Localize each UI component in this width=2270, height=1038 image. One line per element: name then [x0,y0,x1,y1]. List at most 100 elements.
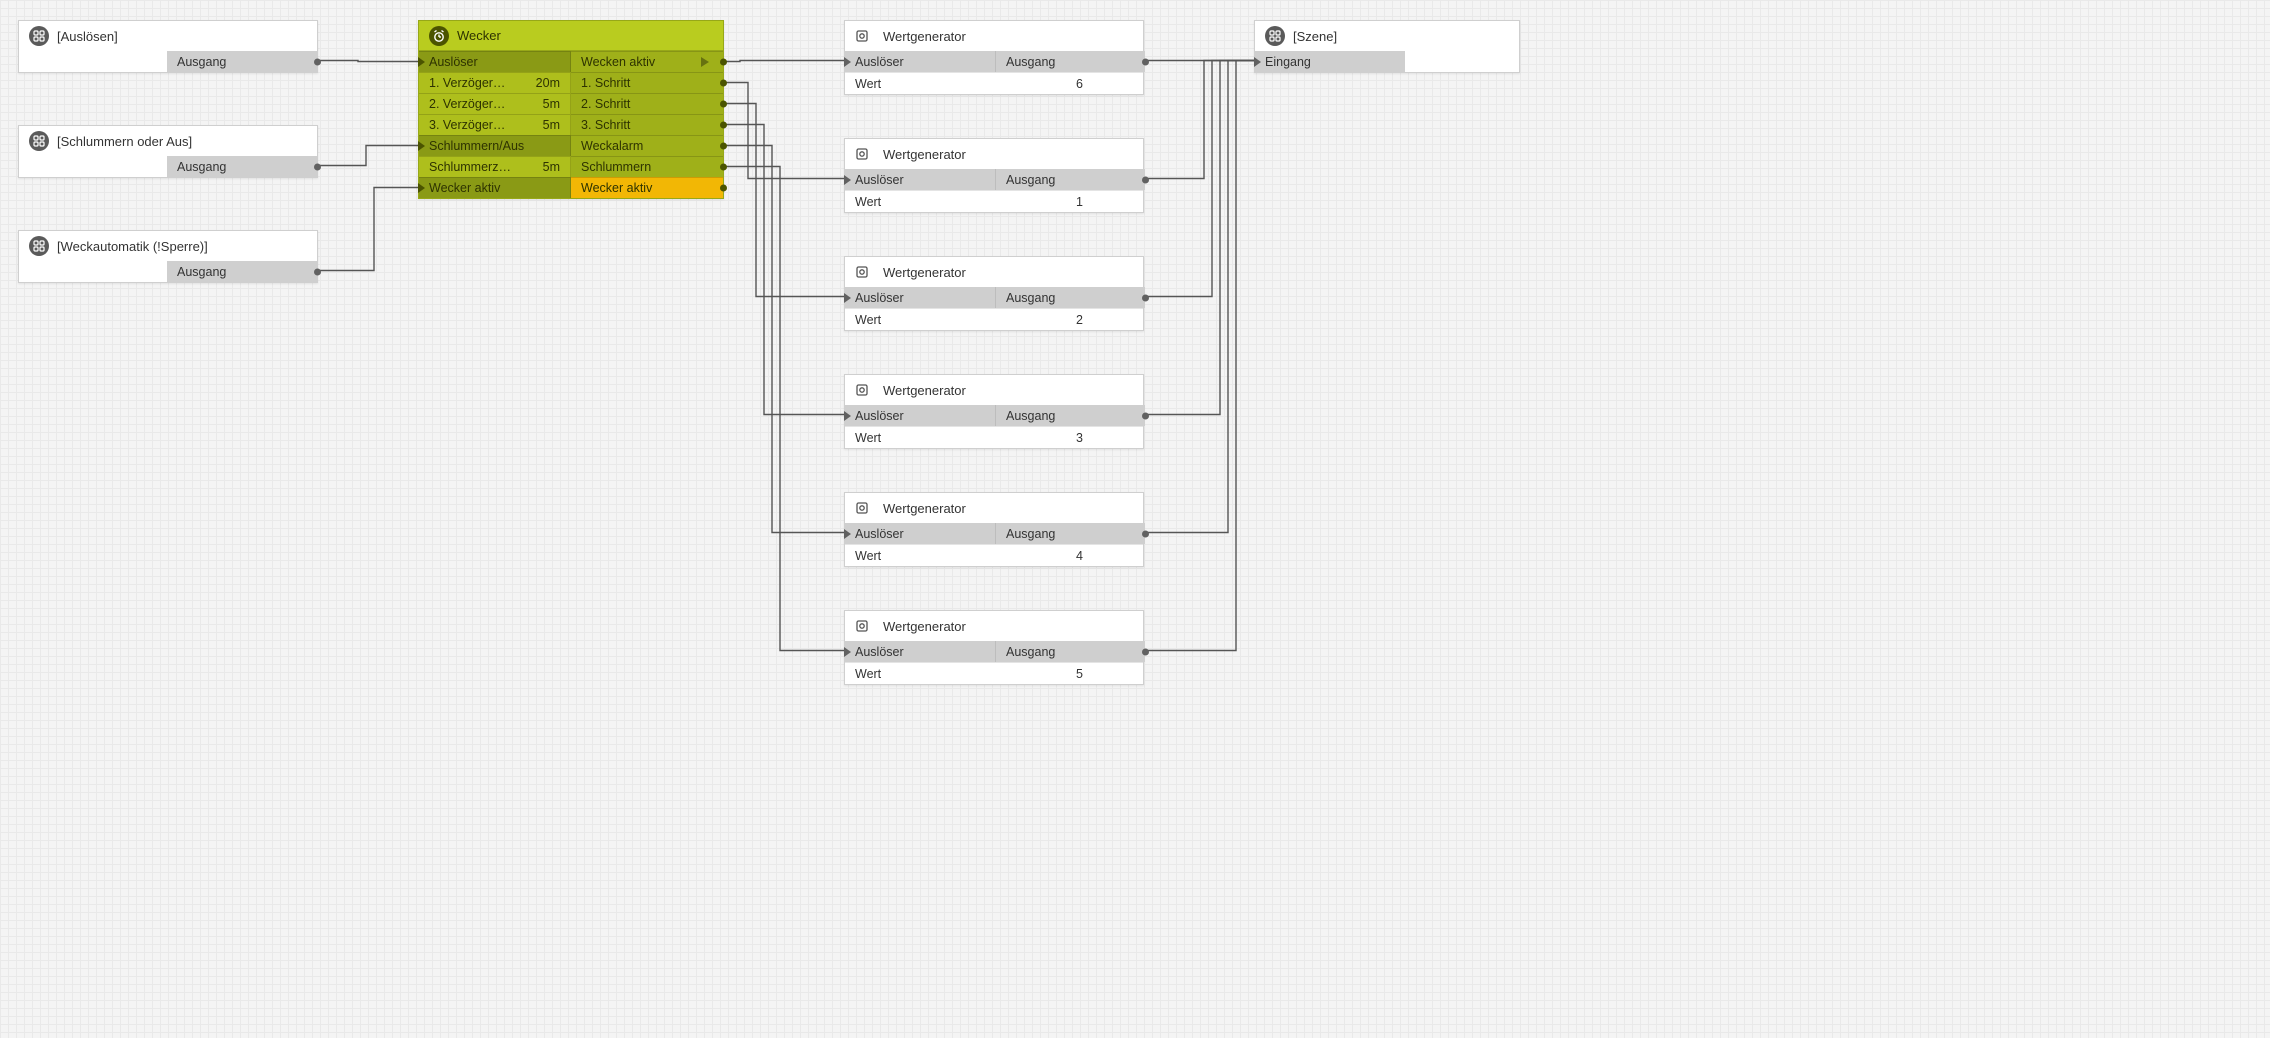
node-header: Wertgenerator [845,139,1143,169]
cell-label: 2. Schritt [581,97,630,111]
port-output[interactable]: Wecken aktiv [571,51,723,72]
port-output[interactable]: Ausgang [995,287,1145,308]
port-input[interactable]: Eingang [1255,51,1405,72]
node-header: [Schlummern oder Aus] [19,126,317,156]
value-row: Wert5 [845,662,1143,684]
port-input[interactable]: Auslöser [845,641,995,662]
port-input[interactable]: Auslöser [845,51,995,72]
value-generator-node[interactable]: WertgeneratorAuslöserAusgangWert5 [844,610,1144,685]
node-header: Wertgenerator [845,21,1143,51]
port-output[interactable]: Schlummern [571,156,723,177]
port-output[interactable]: Ausgang [995,405,1145,426]
wire [1144,61,1254,179]
port-input[interactable]: Auslöser [845,287,995,308]
port-row: AuslöserAusgang [845,405,1143,426]
cell-value: 20m [530,76,560,90]
value-row: Wert6 [845,72,1143,94]
wire [724,167,844,651]
port-dot[interactable] [720,122,727,129]
port-output[interactable]: Ausgang [995,641,1145,662]
wire [724,104,844,297]
value-generator-node[interactable]: WertgeneratorAuslöserAusgang Wert 2 [844,256,1144,331]
cell-label: Wecker aktiv [429,181,500,195]
scene-node[interactable]: [Szene]Eingang [1254,20,1520,73]
port-input[interactable]: Wecker aktiv [419,177,571,198]
port-dot[interactable] [1142,294,1149,301]
port-dot[interactable] [1142,58,1149,65]
node-title: [Weckautomatik (!Sperre)] [57,239,208,254]
wire [724,146,844,533]
wire [1144,61,1254,533]
cell-label: 2. Verzöger… [429,97,505,111]
cell-label: Schlummern [581,160,651,174]
node-title: Wertgenerator [883,147,966,162]
value-label: Wert [855,77,881,91]
grid-icon [29,26,49,46]
port-input[interactable]: Auslöser [845,169,995,190]
cell-label: Wecker aktiv [581,181,652,195]
port-dot[interactable] [1142,412,1149,419]
value-icon [855,147,869,161]
port-row: AuslöserAusgang [845,641,1143,662]
node-header: [Auslösen] [19,21,317,51]
port-dot[interactable] [314,58,321,65]
trigger-node[interactable]: [Schlummern oder Aus]Ausgang [18,125,318,178]
port-input[interactable]: Auslöser [845,523,995,544]
value-row: Wert1 [845,190,1143,212]
port-dot[interactable] [720,59,727,66]
node-header: Wertgenerator [845,375,1143,405]
port-dot[interactable] [314,268,321,275]
value-row: Wert3 [845,426,1143,448]
node-title: Wertgenerator [883,29,966,44]
port-input[interactable]: Schlummern/Aus [419,135,571,156]
port-dot[interactable] [1142,648,1149,655]
port-dot[interactable] [1142,176,1149,183]
value-generator-node[interactable]: Wertgenerator AuslöserAusgangWert1 [844,138,1144,213]
wire [318,188,418,271]
port-dot[interactable] [720,101,727,108]
port-dot[interactable] [720,143,727,150]
param-cell: Schlummerz…5m [419,156,571,177]
port-output[interactable]: Wecker aktiv [571,177,723,198]
port-output[interactable]: Ausgang [167,51,317,72]
value-label: Wert [855,313,881,327]
value-icon [855,619,869,633]
port-input[interactable]: Auslöser [419,51,571,72]
value-row: Wert 4 [845,544,1143,566]
cell-label: Wecken aktiv [581,55,655,69]
value-label: Wert [855,667,881,681]
port-output[interactable]: Ausgang [167,156,317,177]
grid-icon [1265,26,1285,46]
node-header: [Szene] [1255,21,1519,51]
value-generator-node[interactable]: Wertgenerator AuslöserAusgangWert6 [844,20,1144,95]
value-generator-node[interactable]: WertgeneratorAuslöserAusgangWert3 [844,374,1144,449]
port-output[interactable]: 1. Schritt [571,72,723,93]
port-output[interactable]: 2. Schritt [571,93,723,114]
port-dot[interactable] [1142,530,1149,537]
value-label: Wert [855,549,881,563]
cell-value: 5m [537,118,560,132]
trigger-node[interactable]: [Auslösen]Ausgang [18,20,318,73]
value-number: 4 [1076,549,1133,563]
param-cell: 3. Verzöger…5m [419,114,571,135]
alarm-node[interactable]: WeckerAuslöserWecken aktiv1. Verzöger…20… [418,20,724,199]
cell-label: Weckalarm [581,139,643,153]
value-number: 2 [1076,313,1133,327]
value-icon [855,383,869,397]
port-output[interactable]: Ausgang [995,523,1145,544]
port-dot[interactable] [720,80,727,87]
port-output[interactable]: Ausgang [995,169,1145,190]
port-row: AuslöserAusgang [845,169,1143,190]
port-output[interactable]: 3. Schritt [571,114,723,135]
trigger-node[interactable]: [Weckautomatik (!Sperre)] Ausgang [18,230,318,283]
node-header: Wertgenerator [845,257,1143,287]
port-output[interactable]: Ausgang [995,51,1145,72]
port-input[interactable]: Auslöser [845,405,995,426]
port-dot[interactable] [720,164,727,171]
value-generator-node[interactable]: WertgeneratorAuslöserAusgangWert4 [844,492,1144,567]
port-output[interactable]: Weckalarm [571,135,723,156]
port-output[interactable]: Ausgang [167,261,317,282]
wire [724,125,844,415]
port-dot[interactable] [314,163,321,170]
port-dot[interactable] [720,185,727,192]
